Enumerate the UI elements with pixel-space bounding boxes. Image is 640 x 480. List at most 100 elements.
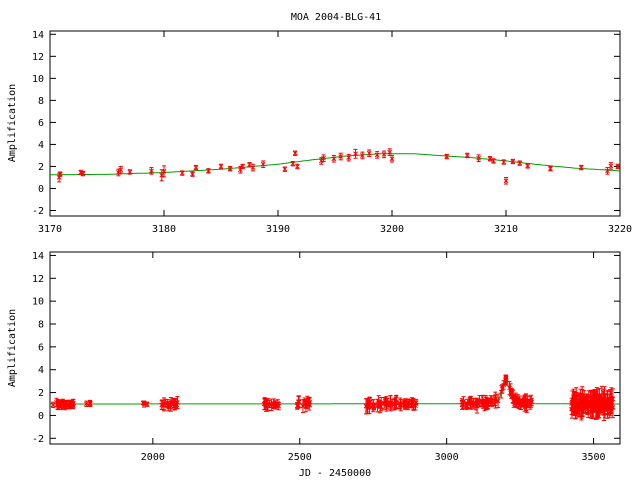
top-ytick-label: 14 — [32, 30, 44, 41]
bottom-data-point — [523, 394, 529, 408]
bottom-data-point — [594, 387, 600, 411]
bottom-data-point — [50, 401, 56, 409]
bottom-data-point — [499, 384, 505, 394]
top-data-point — [510, 158, 516, 165]
top-data-point — [247, 162, 252, 168]
top-xtick-label: 3190 — [266, 224, 290, 235]
bottom-data-point — [371, 402, 377, 410]
bottom-data-point — [393, 394, 399, 410]
top-data-point — [206, 168, 211, 174]
top-ytick-label: 0 — [38, 184, 44, 195]
bottom-ytick-label: 8 — [38, 320, 44, 331]
top-data-point — [161, 165, 167, 178]
bottom-data-point — [507, 381, 512, 395]
bottom-ytick-label: 14 — [32, 251, 44, 262]
top-data-point — [491, 158, 496, 164]
bottom-data-point — [597, 400, 603, 413]
bottom-ytick-label: 6 — [38, 342, 44, 353]
bottom-data-point — [366, 402, 372, 410]
bottom-ytick-label: 10 — [32, 297, 44, 308]
bottom-data-point — [479, 395, 485, 407]
bottom-data-point — [528, 394, 534, 408]
top-data-point — [346, 153, 352, 162]
top-data-point — [578, 164, 584, 171]
top-plot-frame — [49, 30, 621, 217]
top-data-point — [193, 164, 199, 171]
top-data-point — [548, 165, 553, 172]
top-ylabel: Amplification — [7, 84, 18, 162]
top-data-point — [389, 154, 395, 163]
top-data-point — [487, 156, 493, 162]
bottom-data-point — [410, 398, 416, 406]
top-data-point — [80, 170, 86, 177]
x-axis-label: JD - 2450000 — [299, 468, 371, 479]
bottom-data-point — [161, 400, 167, 412]
top-ytick-label: 10 — [32, 74, 44, 85]
top-data-point — [331, 154, 337, 163]
top-data-point — [127, 169, 133, 175]
bottom-data-point — [402, 398, 408, 410]
bottom-data-point — [495, 393, 501, 409]
bottom-panel: Amplification -2 0 2 4 6 8 10 12 14 2000 2500 3000 3… — [7, 251, 621, 463]
bottom-ytick-label: 4 — [38, 365, 44, 376]
bottom-data-point — [503, 375, 509, 386]
bottom-data-point — [484, 398, 490, 407]
bottom-xtick-label: 3000 — [435, 452, 459, 463]
top-ytick-label: 12 — [32, 52, 44, 63]
bottom-data-point — [69, 401, 74, 406]
bottom-data-point — [296, 395, 302, 409]
top-data-point — [260, 160, 266, 169]
top-data-point — [290, 160, 296, 167]
bottom-data-point — [397, 397, 403, 410]
top-ytick-label: 8 — [38, 96, 44, 107]
bottom-data-point — [569, 397, 574, 410]
top-ytick-label: 6 — [38, 118, 44, 129]
bottom-ylabel: Amplification — [7, 309, 18, 387]
bottom-ytick-label: 12 — [32, 274, 44, 285]
bottom-data-point — [459, 399, 465, 410]
bottom-data-point — [464, 402, 470, 410]
bottom-data-point — [376, 395, 381, 409]
bottom-data-point — [608, 395, 614, 414]
top-ytick-label: 2 — [38, 162, 44, 173]
bottom-model-curve — [50, 378, 620, 405]
top-data-point — [476, 154, 481, 162]
bottom-plot-frame — [49, 251, 621, 445]
bottom-data-point — [577, 392, 583, 418]
bottom-ytick-label: -2 — [32, 434, 44, 445]
top-xtick-label: 3200 — [380, 224, 404, 235]
top-data-point — [517, 160, 523, 166]
top-data-point — [525, 163, 531, 169]
top-data-point — [179, 170, 185, 176]
top-data-point — [615, 163, 621, 170]
bottom-data-point — [514, 395, 520, 408]
top-data-point — [190, 171, 195, 177]
top-xtick-label: 3170 — [38, 224, 62, 235]
top-data-point — [387, 148, 393, 156]
bottom-xtick-label: 2500 — [288, 452, 312, 463]
top-data-point — [503, 176, 509, 185]
bottom-data-point — [405, 400, 411, 411]
bottom-data-point — [295, 402, 300, 409]
bottom-data-point — [264, 399, 270, 412]
bottom-xtick-label: 2000 — [141, 452, 165, 463]
top-data-point — [159, 169, 165, 182]
top-data-point — [57, 171, 63, 177]
top-data-point — [608, 162, 614, 170]
top-panel: Amplification -2 0 2 4 6 8 10 12 14 3170 3180 3190 3… — [7, 30, 632, 235]
top-data-point — [118, 165, 124, 174]
bottom-data-point — [87, 400, 93, 408]
top-data-point — [338, 152, 344, 161]
bottom-data-point — [510, 389, 516, 404]
bottom-data-point — [387, 395, 393, 410]
bottom-ytick-label: 0 — [38, 411, 44, 422]
top-data-point — [295, 163, 300, 170]
top-data-point — [464, 152, 470, 159]
top-data-point — [374, 151, 380, 159]
bottom-data-point — [489, 398, 495, 407]
top-data-point — [218, 163, 224, 170]
top-data-point — [227, 165, 233, 172]
bottom-data-point — [573, 393, 578, 420]
top-data-point — [353, 148, 358, 159]
